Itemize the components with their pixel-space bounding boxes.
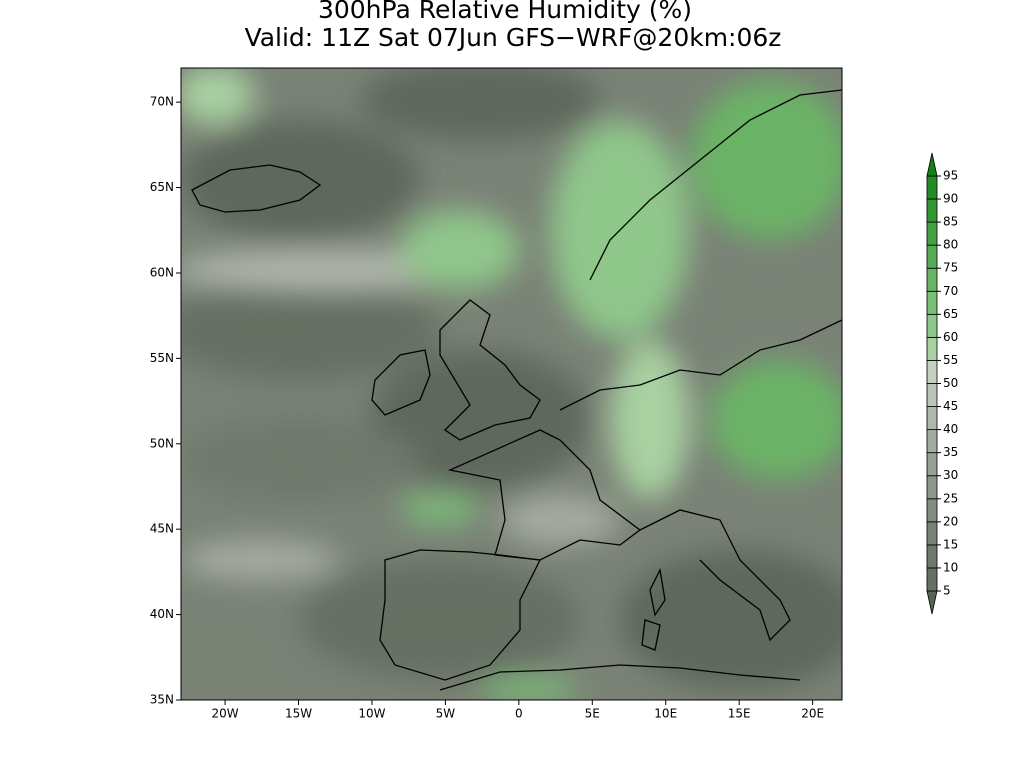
colorbar-label: 55: [943, 353, 958, 367]
lon-tick-label: 10W: [358, 707, 385, 721]
colorbar-label: 5: [943, 584, 951, 598]
colorbar-label: 80: [943, 238, 958, 252]
colorbar-segment: [926, 452, 938, 477]
lon-tick-label: 0: [515, 707, 523, 721]
lat-tick-label: 50N: [150, 436, 174, 450]
lat-tick-label: 40N: [150, 607, 174, 621]
colorbar-segment: [926, 336, 938, 361]
colorbar-label: 15: [943, 537, 958, 551]
colorbar-label: 90: [943, 192, 958, 206]
map-frame: [180, 67, 843, 701]
colorbar-label: 95: [943, 169, 958, 183]
colorbar-label: 20: [943, 514, 958, 528]
colorbar-label: 65: [943, 307, 958, 321]
lat-tick-label: 70N: [150, 95, 174, 109]
colorbar-label: 75: [943, 261, 958, 275]
colorbar-label: 45: [943, 399, 958, 413]
colorbar-segment: [926, 567, 938, 592]
subtitle: Valid: 11Z Sat 07Jun GFS−WRF@20km:06z: [245, 23, 782, 52]
colorbar-label: 30: [943, 468, 958, 482]
lon-tick-label: 5W: [436, 707, 456, 721]
lat-tick-label: 55N: [150, 351, 174, 365]
lon-tick-label: 20W: [211, 707, 238, 721]
colorbar-segment: [926, 498, 938, 523]
colorbar-segment: [926, 360, 938, 384]
colorbar-label: 50: [943, 376, 958, 390]
colorbar-segment: [926, 175, 938, 200]
colorbar-label: 40: [943, 422, 958, 436]
lon-tick-label: 5E: [585, 707, 600, 721]
colorbar-segment: [926, 198, 938, 223]
lat-tick-label: 45N: [150, 522, 174, 536]
humidity-field: [181, 68, 842, 700]
colorbar-segment: [926, 406, 938, 431]
lat-tick-label: 35N: [150, 693, 174, 707]
lon-tick-label: 10E: [654, 707, 677, 721]
colorbar-label: 60: [943, 330, 958, 344]
lon-tick-label: 15E: [728, 707, 751, 721]
colorbar-label: 70: [943, 284, 958, 298]
lat-tick-label: 65N: [150, 180, 174, 194]
colorbar-segment: [926, 475, 938, 500]
colorbar-label: 85: [943, 215, 958, 229]
colorbar-upper-arrow: [926, 152, 938, 177]
colorbar-segment: [926, 244, 938, 269]
colorbar-segment: [926, 429, 938, 454]
lon-tick-label: 20E: [801, 707, 824, 721]
colorbar-segment: [926, 544, 938, 569]
colorbar-segment: [926, 383, 938, 407]
colorbar-segment: [926, 290, 938, 315]
colorbar-segment: [926, 221, 938, 246]
colorbar-segment: [926, 313, 938, 338]
lon-tick-label: 15W: [285, 707, 312, 721]
colorbar-label: 10: [943, 560, 958, 574]
colorbar-segment: [926, 521, 938, 546]
title: 300hPa Relative Humidity (%): [318, 0, 692, 24]
colorbar-label: 25: [943, 491, 958, 505]
colorbar-lower-arrow: [926, 590, 938, 615]
colorbar-label: 35: [943, 445, 958, 459]
lat-tick-label: 60N: [150, 265, 174, 279]
coastlines: [191, 89, 842, 691]
colorbar-segment: [926, 267, 938, 292]
